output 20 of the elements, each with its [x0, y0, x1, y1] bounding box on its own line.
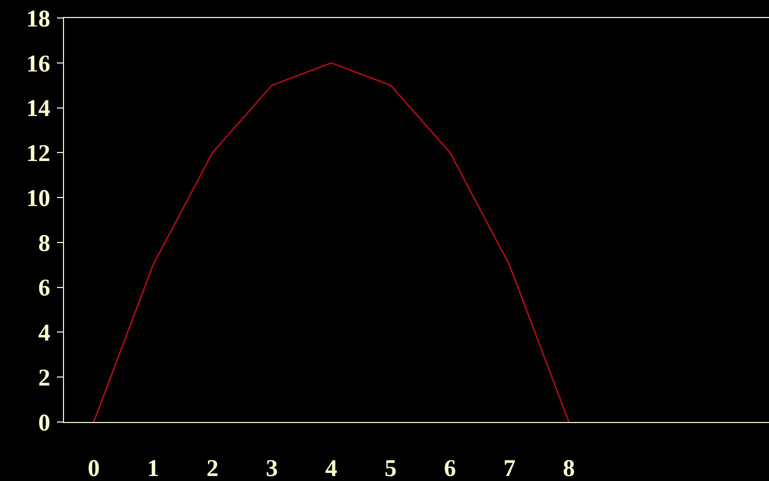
y-tick-label: 2 [38, 366, 50, 392]
x-tick-label: 4 [325, 456, 338, 481]
y-tick-label: 10 [26, 186, 50, 212]
x-tick-label: 1 [147, 456, 160, 481]
y-tick-label: 14 [26, 96, 50, 122]
x-tick-label: 7 [503, 456, 516, 481]
x-tick-label: 3 [266, 456, 278, 481]
x-tick-label: 8 [562, 456, 575, 481]
x-tick-label: 6 [444, 456, 456, 481]
y-tick-label: 8 [38, 230, 50, 257]
x-tick-label: 2 [206, 456, 218, 481]
y-tick-label: 0 [38, 410, 50, 436]
y-tick-label: 6 [38, 276, 50, 302]
y-tick-label: 12 [26, 141, 50, 168]
y-tick-label: 18 [26, 6, 50, 32]
line-series [93, 62, 570, 422]
x-tick-label: 0 [88, 456, 100, 481]
x-tick-label: 5 [384, 456, 397, 481]
y-tick-label: 4 [38, 320, 50, 347]
y-tick-label: 16 [26, 51, 50, 78]
